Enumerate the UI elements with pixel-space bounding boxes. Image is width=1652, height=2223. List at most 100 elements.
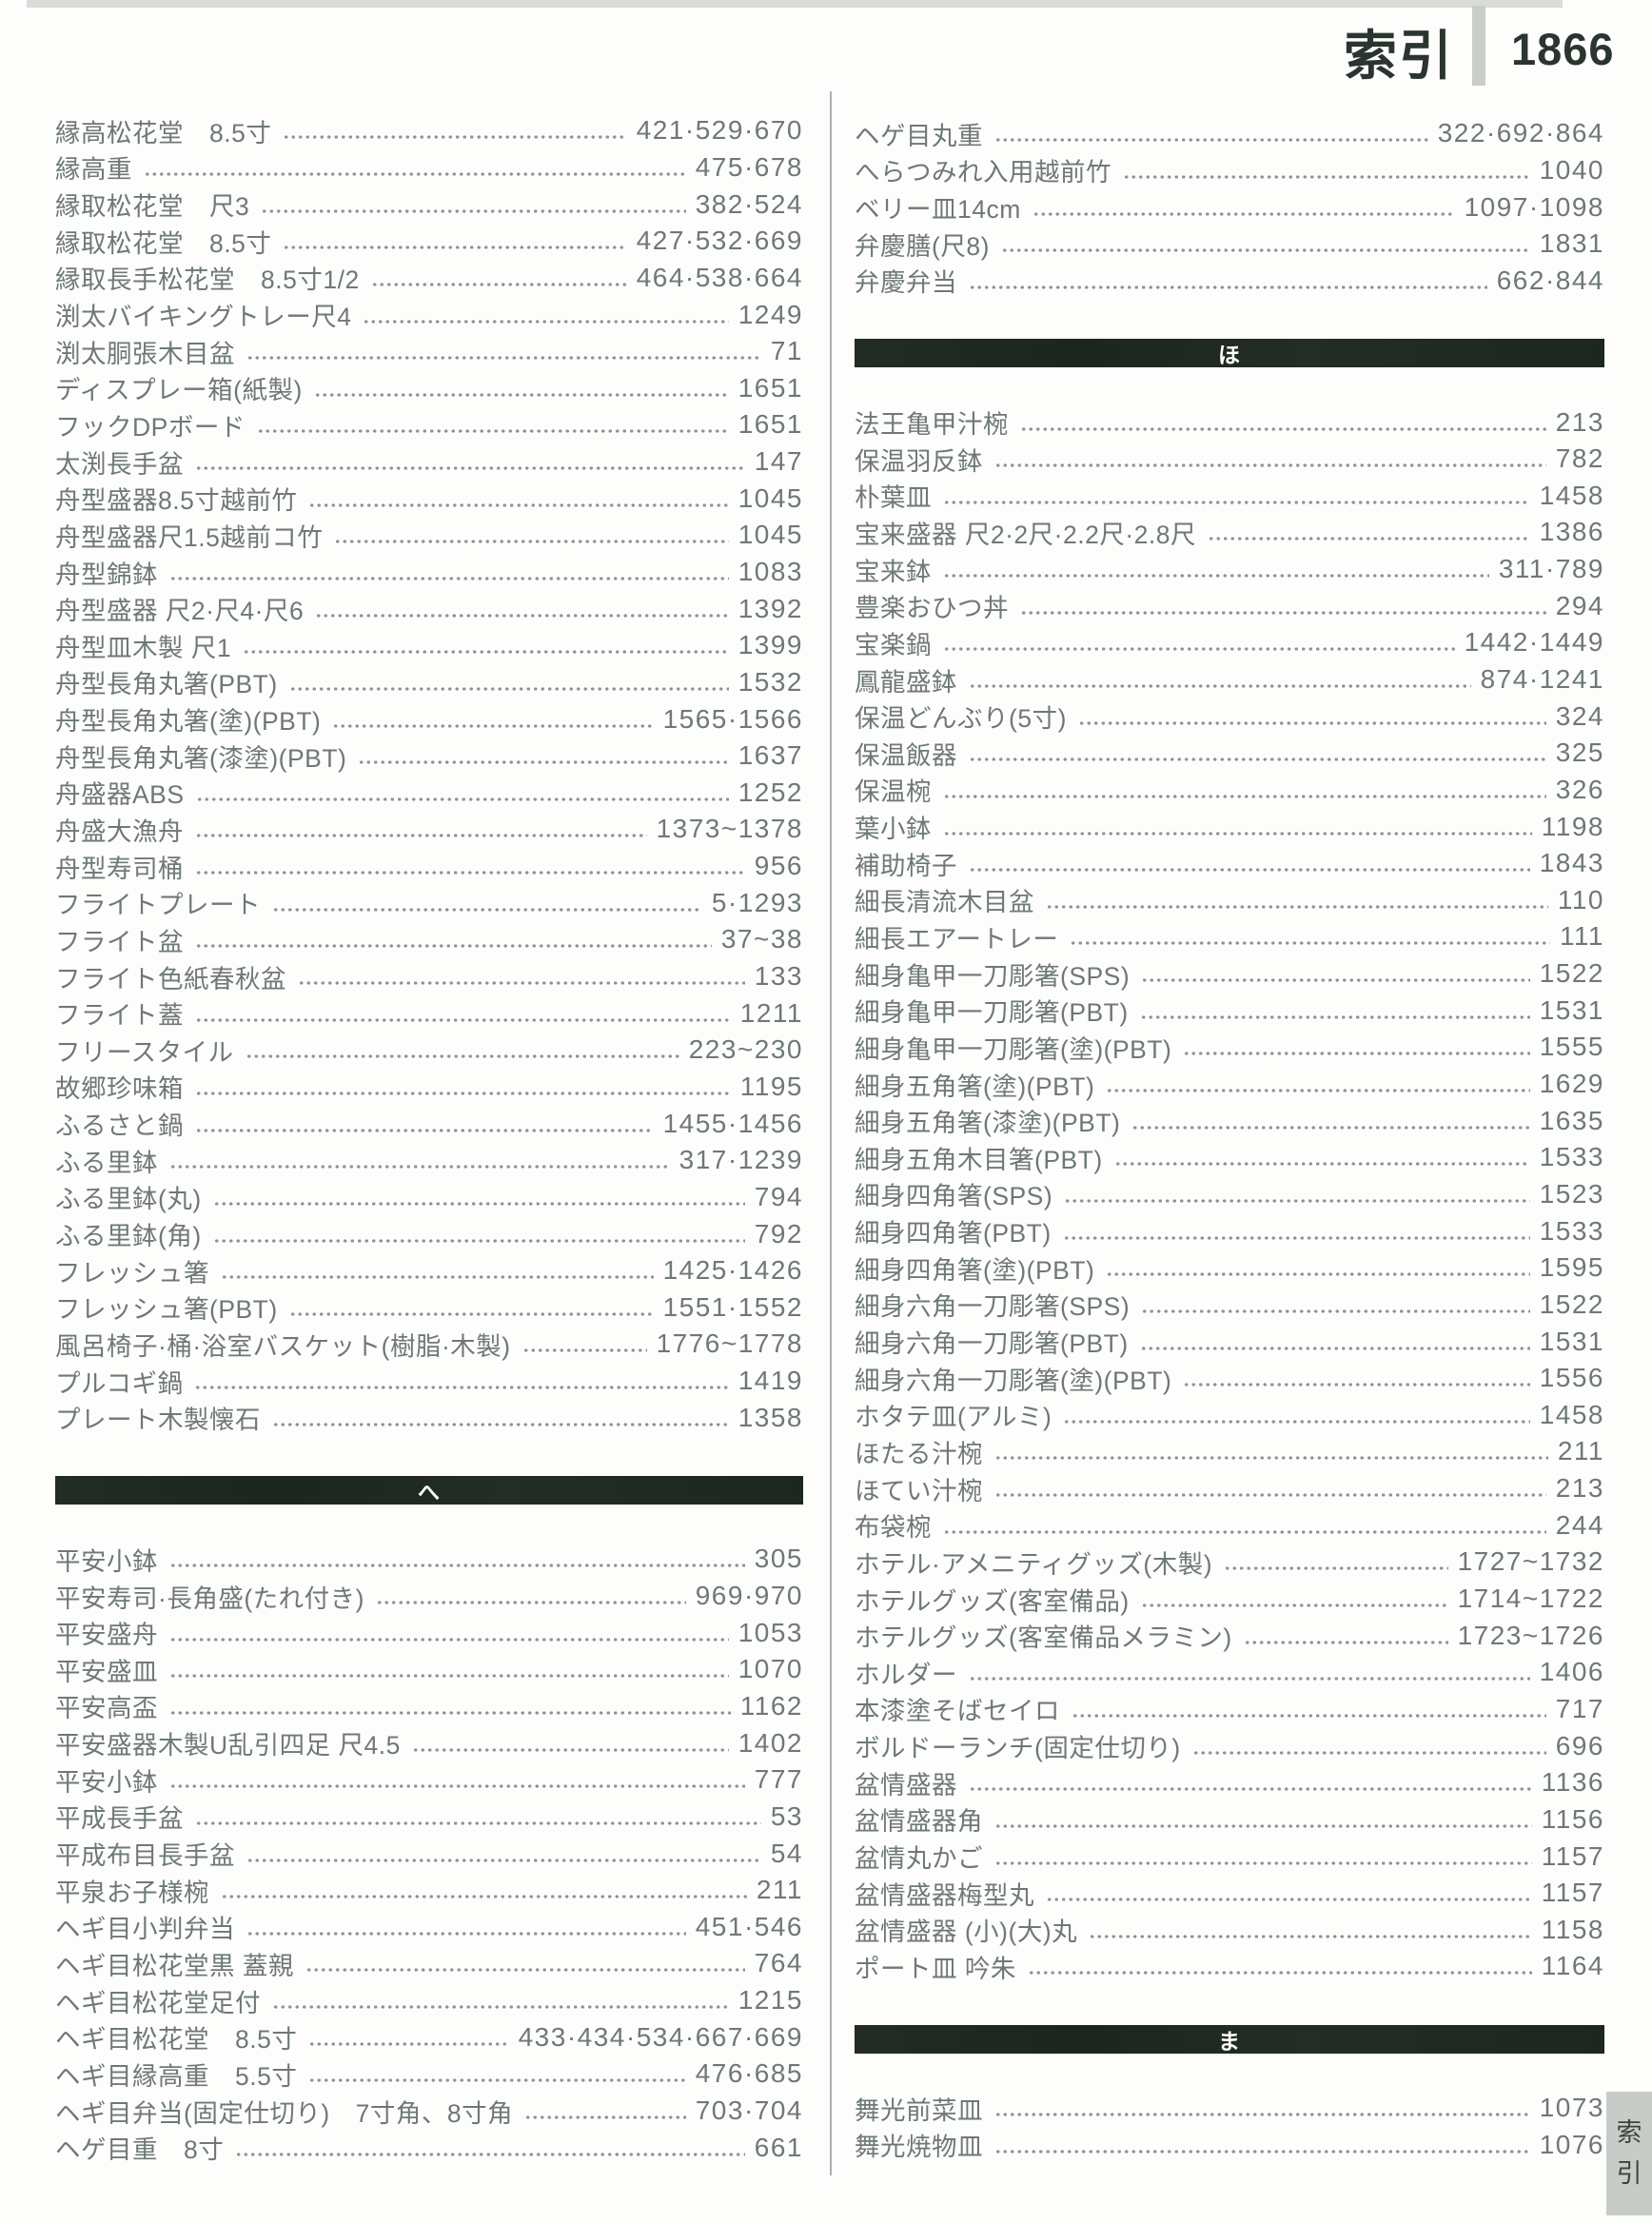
dot-leader xyxy=(1089,1932,1532,1940)
entry-pages: 211 xyxy=(1557,1436,1604,1466)
entry-pages: 1392 xyxy=(738,593,803,623)
entry-pages: 777 xyxy=(754,1764,803,1795)
dot-leader xyxy=(969,682,1471,690)
entry-pages: 1040 xyxy=(1539,154,1604,185)
index-entry: 補助椅子 1843 xyxy=(855,845,1604,882)
index-entry: 平安盛器木製U乱引四足 尺4.5 1402 xyxy=(55,1724,803,1761)
dot-leader xyxy=(272,1420,729,1428)
index-entry: ふる里鉢(丸) 794 xyxy=(55,1179,803,1216)
entry-pages: 1651 xyxy=(738,409,803,440)
dot-leader xyxy=(195,464,745,473)
entry-pages: 1533 xyxy=(1539,1215,1604,1246)
entry-pages: 1714~1722 xyxy=(1457,1584,1604,1614)
entry-title: 盆情盛器梅型丸 xyxy=(855,1880,1034,1910)
dot-leader xyxy=(169,1163,670,1171)
index-entry: 舟盛大漁舟 1373~1378 xyxy=(55,811,803,848)
entry-pages: 1053 xyxy=(738,1617,803,1647)
entry-title: 縁取松花堂 尺3 xyxy=(55,192,250,222)
entry-title: フリースタイル xyxy=(55,1037,234,1067)
entry-pages: 1083 xyxy=(738,557,803,586)
entry-title: 細身五角木目箸(PBT) xyxy=(855,1145,1103,1174)
entry-pages: 1386 xyxy=(1539,517,1604,547)
dot-leader xyxy=(288,684,729,693)
index-entry: 盆情丸かご 1157 xyxy=(855,1838,1604,1875)
entry-title: ホテルグッズ(客室備品メラミン) xyxy=(855,1623,1232,1653)
dot-leader xyxy=(411,1745,729,1754)
index-column-left: 縁高松花堂 8.5寸 421·529·670 縁高重 475·678 縁取松花堂 尺3 3… xyxy=(55,112,803,2166)
dot-leader xyxy=(370,280,627,288)
index-entry: 縁取長手松花堂 8.5寸1/2 464·538·664 xyxy=(55,260,803,297)
entry-pages: 1629 xyxy=(1539,1069,1604,1099)
index-entry: 平泉お子様椀 211 xyxy=(55,1872,803,1909)
entry-pages: 305 xyxy=(754,1544,803,1574)
entry-title: 縁高重 xyxy=(55,155,132,185)
index-entry: 舟型長角丸箸(PBT) 1532 xyxy=(55,664,803,701)
entry-title: ディスプレー箱(紙製) xyxy=(55,376,303,405)
index-entry: 縁高松花堂 8.5寸 421·529·670 xyxy=(55,112,803,149)
entry-title: ヘゲ目丸重 xyxy=(855,121,983,150)
entry-title: フックDPボード xyxy=(55,412,246,442)
index-entry: ふる里鉢 317·1239 xyxy=(55,1142,803,1179)
entry-title: ヘギ目小判弁当 xyxy=(55,1915,235,1944)
entry-title: 盆情盛器 (小)(大)丸 xyxy=(855,1918,1078,1947)
entry-title: ふるさと鍋 xyxy=(55,1112,184,1141)
entry-pages: 133 xyxy=(754,961,803,992)
header-divider-bar xyxy=(1472,6,1485,86)
entry-pages: 1458 xyxy=(1539,480,1604,510)
entry-title: 平安高盃 xyxy=(55,1694,158,1723)
entry-title: 保温飯器 xyxy=(855,740,957,770)
entry-list: 舞光前菜皿 1073 舞光焼物皿 1076 xyxy=(855,2090,1604,2163)
dot-leader xyxy=(943,572,1489,580)
dot-leader xyxy=(1140,1602,1448,1610)
entry-title: ヘギ目弁当(固定仕切り) 7寸角、8寸角 xyxy=(55,2098,514,2128)
dot-leader xyxy=(943,1527,1546,1536)
entry-pages: 1073 xyxy=(1539,2093,1604,2123)
dot-leader xyxy=(358,758,729,767)
index-entry: フレッシュ箸 1425·1426 xyxy=(55,1252,803,1289)
dot-leader xyxy=(1046,902,1548,911)
entry-title: 鳳龍盛鉢 xyxy=(855,667,957,697)
entry-pages: 1651 xyxy=(738,372,803,403)
index-entry: 細身六角一刀彫箸(PBT) 1531 xyxy=(855,1323,1604,1360)
entry-title: 細身六角一刀彫箸(PBT) xyxy=(855,1329,1129,1359)
index-entry: ポート皿 吟朱 1164 xyxy=(855,1948,1604,1985)
entry-pages: 475·678 xyxy=(695,151,803,182)
entry-title: ほたる汁椀 xyxy=(855,1439,983,1468)
entry-pages: 147 xyxy=(754,446,803,477)
entry-pages: 223~230 xyxy=(688,1034,803,1065)
entry-title: ヘギ目松花堂 8.5寸 xyxy=(55,2025,298,2055)
entry-pages: 1164 xyxy=(1541,1951,1604,1981)
index-entry: 舞光焼物皿 1076 xyxy=(855,2126,1604,2163)
entry-title: 葉小鉢 xyxy=(855,815,932,844)
entry-title: ふる里鉢(丸) xyxy=(55,1185,202,1214)
index-entry: 朴葉皿 1458 xyxy=(855,477,1604,514)
dot-leader xyxy=(195,1089,731,1097)
index-entry: ほたる汁椀 211 xyxy=(855,1433,1604,1470)
dot-leader xyxy=(1027,1969,1532,1977)
entry-pages: 1455·1456 xyxy=(662,1108,803,1138)
entry-title: 豊楽おひつ丼 xyxy=(855,594,1009,623)
index-entry: 舟型盛器 尺2·尺4·尺6 1392 xyxy=(55,590,803,627)
entry-pages: 325 xyxy=(1555,738,1604,768)
dot-leader xyxy=(994,2147,1530,2155)
dot-leader xyxy=(521,1347,647,1355)
dot-leader xyxy=(245,1052,679,1061)
entry-title: 平安盛皿 xyxy=(55,1657,158,1686)
entry-pages: 1249 xyxy=(738,299,803,329)
index-entry: 細身五角木目箸(PBT) 1533 xyxy=(855,1139,1604,1176)
entry-title: 舟盛器ABS xyxy=(55,780,185,810)
dot-leader xyxy=(1224,1564,1448,1573)
entry-title: 舟型盛器尺1.5越前コ竹 xyxy=(55,522,324,552)
entry-pages: 1723~1726 xyxy=(1457,1620,1604,1650)
dot-leader xyxy=(1141,1307,1530,1315)
entry-title: 宝来鉢 xyxy=(855,557,932,586)
entry-pages: 1097·1098 xyxy=(1464,191,1604,222)
entry-title: 舟型盛器8.5寸越前竹 xyxy=(55,486,298,516)
entry-title: 朴葉皿 xyxy=(855,483,932,513)
index-entry: 保温椀 326 xyxy=(855,772,1604,809)
index-entry: 法王亀甲汁椀 213 xyxy=(855,403,1604,441)
index-entry: 細身六角一刀彫箸(塗)(PBT) 1556 xyxy=(855,1360,1604,1397)
entry-pages: 792 xyxy=(754,1218,803,1249)
entry-pages: 1399 xyxy=(738,630,803,660)
dot-leader xyxy=(1113,1160,1530,1169)
